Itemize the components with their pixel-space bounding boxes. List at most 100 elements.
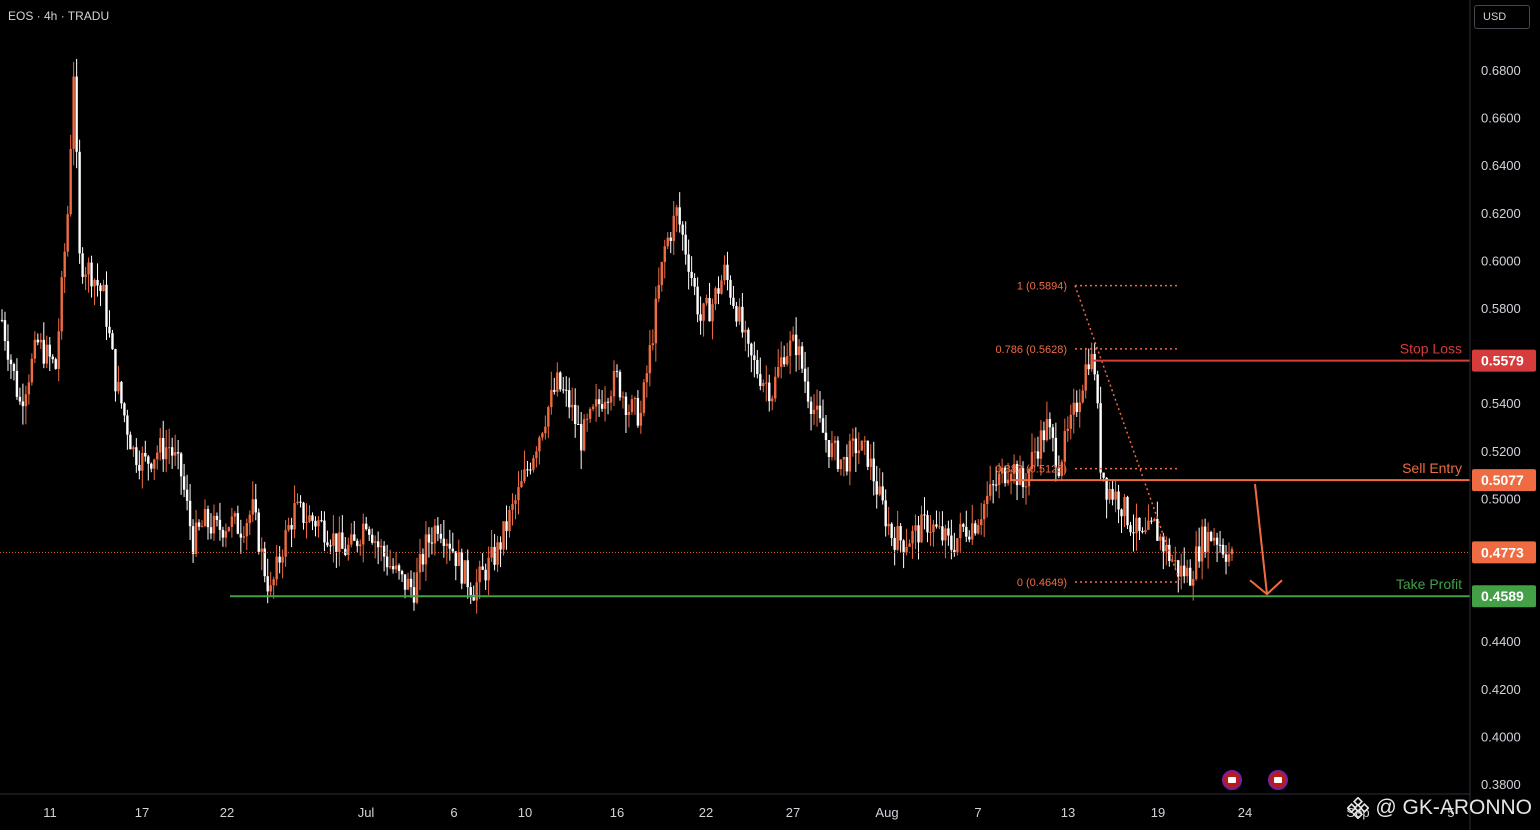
candle-body xyxy=(176,452,180,454)
candle-body xyxy=(150,463,153,469)
candle-body xyxy=(753,355,756,360)
candle-body xyxy=(914,525,917,531)
price-axis-tag xyxy=(1472,585,1536,608)
candle-body xyxy=(508,510,511,532)
trade-levels[interactable]: Stop Loss Sell Entry Take Profit xyxy=(230,341,1470,598)
candle-body xyxy=(156,452,159,460)
candle-body xyxy=(505,521,508,532)
candle-body xyxy=(6,341,10,360)
candle-body xyxy=(218,519,222,530)
candle-body xyxy=(1018,468,1022,486)
price-axis-labels: 0.5579 0.5077 0.4589 0.4773 xyxy=(1472,349,1536,608)
candle-body xyxy=(1096,374,1099,404)
candle-body xyxy=(672,215,675,241)
candle-body xyxy=(962,524,965,527)
price-tick-label: 0.6000 xyxy=(1481,253,1521,268)
candle-body xyxy=(147,456,150,464)
candle-body xyxy=(1177,560,1180,577)
candle-body xyxy=(275,556,278,580)
candle-body xyxy=(347,544,350,556)
candle-body xyxy=(842,457,846,460)
candle-body xyxy=(944,528,947,541)
projection-arrow[interactable] xyxy=(1249,483,1283,596)
candle-body xyxy=(427,534,431,543)
time-tick-label: 17 xyxy=(135,805,149,820)
candle-body xyxy=(890,523,893,538)
candle-body xyxy=(24,394,28,407)
candle-body xyxy=(15,370,19,397)
candle-body xyxy=(1203,526,1207,552)
candle-body xyxy=(660,262,663,286)
candle-body xyxy=(1030,451,1034,470)
currency-button[interactable]: USD xyxy=(1474,5,1530,29)
candle-body xyxy=(818,405,822,419)
event-flag-icon[interactable] xyxy=(1222,770,1242,790)
candle-body xyxy=(606,401,610,403)
candle-body xyxy=(520,481,523,488)
candle-body xyxy=(947,528,950,536)
candle-body xyxy=(117,381,120,392)
candle-body xyxy=(902,540,905,553)
fib-trend-line[interactable] xyxy=(1074,285,1181,583)
price-tick-label: 0.4400 xyxy=(1481,634,1521,649)
candle-body xyxy=(1021,468,1025,488)
candle-body xyxy=(762,383,765,387)
candle-body xyxy=(729,279,732,298)
symbol-title[interactable]: EOS · 4h · TRADU xyxy=(8,9,110,23)
candle-body xyxy=(123,403,126,416)
candle-body xyxy=(845,457,849,472)
candle-body xyxy=(197,522,201,527)
projection-arrow-shaft[interactable] xyxy=(1254,483,1268,595)
candle-body xyxy=(959,524,962,539)
candle-body xyxy=(711,304,714,322)
candle-body xyxy=(600,404,604,409)
projection-arrow-head[interactable] xyxy=(1249,579,1283,596)
candle-body xyxy=(239,533,243,538)
candle-body xyxy=(738,306,741,322)
candle-body xyxy=(544,426,547,434)
candle-body xyxy=(188,500,192,527)
candle-body xyxy=(463,560,466,584)
price-tick-label: 0.6600 xyxy=(1481,111,1521,126)
candle-body xyxy=(194,522,198,555)
candle-body xyxy=(272,579,275,586)
price-axis[interactable]: 0.68000.66000.64000.62000.60000.58000.56… xyxy=(1481,63,1521,792)
candle-body xyxy=(1072,402,1075,415)
candle-body xyxy=(624,396,628,416)
candle-body xyxy=(1078,402,1081,413)
candle-body xyxy=(594,399,598,407)
candle-body xyxy=(332,533,335,546)
candle-body xyxy=(553,389,556,392)
candle-body xyxy=(126,415,129,435)
candle-body xyxy=(230,516,234,528)
event-flag-icon[interactable] xyxy=(1268,770,1288,790)
candle-body xyxy=(245,523,249,537)
candle-body xyxy=(105,284,108,327)
candle-body xyxy=(478,566,481,583)
candle-body xyxy=(797,346,801,356)
candle-body xyxy=(475,582,478,601)
candle-body xyxy=(373,541,377,543)
candle-body xyxy=(693,278,696,287)
candle-body xyxy=(1135,517,1138,534)
candle-body xyxy=(759,374,762,387)
candle-body xyxy=(314,520,317,527)
candle-body xyxy=(344,548,347,556)
candle-body xyxy=(260,548,263,552)
candle-body xyxy=(803,368,807,382)
candle-body xyxy=(224,531,228,538)
fibonacci-retracement[interactable]: 1 (0.5894) 0.786 (0.5628) 0.382 (0.5125) 0 … xyxy=(995,281,1181,589)
candle-body xyxy=(1162,536,1165,552)
watermark-text: @ GK-ARONNO xyxy=(1375,796,1532,819)
candle-body xyxy=(559,372,562,390)
candle-body xyxy=(532,458,535,470)
time-axis[interactable]: 11 17 22 Jul 6 10 16 22 27 Aug 7 13 19 24 Sep 5 xyxy=(43,805,1454,820)
candle-body xyxy=(242,536,246,538)
candle-body xyxy=(385,556,389,568)
candle-body xyxy=(108,326,111,334)
candle-body xyxy=(1206,532,1210,552)
candle-body xyxy=(1194,546,1198,580)
candle-body xyxy=(227,527,231,532)
price-tick-label: 0.4200 xyxy=(1481,682,1521,697)
